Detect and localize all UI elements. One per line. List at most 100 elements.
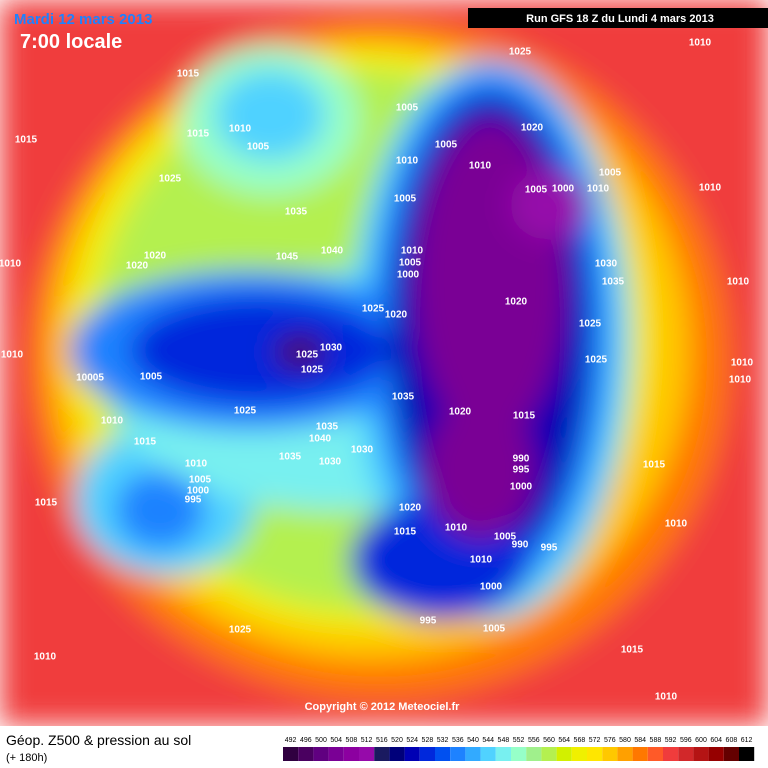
isobar-label: 1020	[385, 310, 408, 321]
colorbar-swatch	[632, 747, 648, 761]
height-field	[0, 0, 768, 726]
isobar-label: 1005	[435, 140, 458, 151]
isobar-label: 1000	[510, 482, 533, 493]
isobar-label: 1015	[513, 411, 536, 422]
isobar-label: 1030	[595, 259, 618, 270]
colorbar-label: 568	[574, 737, 586, 744]
isobar-label: 1005	[189, 475, 212, 486]
colorbar-swatch	[663, 747, 679, 761]
colorbar-label: 612	[741, 737, 753, 744]
isobar-label: 1010	[34, 652, 57, 663]
isobar-label: 1010	[699, 183, 722, 194]
isobar-label: 1015	[621, 645, 644, 656]
colorbar-label: 552	[513, 737, 525, 744]
colorbar-label: 580	[619, 737, 631, 744]
colorbar-label: 496	[300, 737, 312, 744]
colorbar-label: 524	[406, 737, 418, 744]
isobar-label: 1010	[655, 692, 678, 703]
isobar-label: 1020	[144, 251, 167, 262]
colorbar-label: 560	[543, 737, 555, 744]
isobar-label: 1005	[599, 168, 622, 179]
isobar-label: 1015	[134, 437, 157, 448]
colorbar-swatch	[435, 747, 451, 761]
colorbar-label: 536	[452, 737, 464, 744]
colorbar-swatch	[328, 747, 344, 761]
colorbar-swatch	[359, 747, 375, 761]
isobar-label: 1000	[187, 486, 210, 497]
isobar-label: 1025	[159, 174, 182, 185]
isobar-label: 1020	[521, 123, 544, 134]
isobar-label: 1015	[643, 460, 666, 471]
isobar-label: 1005	[525, 185, 548, 196]
colorbar-swatch	[389, 747, 405, 761]
colorbar-label: 520	[391, 737, 403, 744]
isobar-label: 1005	[247, 142, 270, 153]
colorbar-label: 584	[634, 737, 646, 744]
colorbar-swatch	[617, 747, 633, 761]
colorbar-swatch	[283, 747, 299, 761]
colorbar-label: 500	[315, 737, 327, 744]
run-banner	[468, 8, 768, 28]
isobar-label: 1040	[309, 434, 332, 445]
isobar-labels: 1010 1025 1015 1010 1015 1005 1015 1025 1005 1005…	[0, 38, 754, 703]
colorbar-swatch	[602, 747, 618, 761]
colorbar-swatch	[647, 747, 663, 761]
isobar-label: 1010	[0, 259, 22, 270]
isobar-label: 1015	[187, 129, 210, 140]
colorbar-swatch	[465, 747, 481, 761]
isobar-label: 1020	[449, 407, 472, 418]
isobar-label: 1010	[470, 555, 493, 566]
isobar-label: 1010	[445, 523, 468, 534]
colorbar-label: 576	[604, 737, 616, 744]
colorbar-swatch	[556, 747, 572, 761]
colorbar-swatch	[480, 747, 496, 761]
colorbar-swatch	[678, 747, 694, 761]
colorbar-label: 492	[285, 737, 297, 744]
isobar-label: 1020	[126, 261, 149, 272]
isobar-label: 995	[541, 543, 558, 554]
isobar-label: 1000	[397, 270, 420, 281]
colorbar-swatch	[708, 747, 724, 761]
colorbar-label: 564	[558, 737, 570, 744]
isobar-label: 1010	[229, 124, 252, 135]
colorbar: 492 496 500 504 508 512 516 520 524 528 532 536 540 5…	[283, 737, 755, 761]
isobar-label: 1025	[229, 625, 252, 636]
isobar-label: 1000	[552, 184, 575, 195]
isobar-label: 995	[420, 616, 437, 627]
colorbar-swatch	[313, 747, 329, 761]
isobar-label: 1005	[394, 194, 417, 205]
isobar-label: 1005	[483, 624, 506, 635]
colorbar-label: 592	[665, 737, 677, 744]
isobar-label: 1015	[394, 527, 417, 538]
colorbar-swatch	[404, 747, 420, 761]
isobar-label: 990	[512, 540, 529, 551]
colorbar-label: 556	[528, 737, 540, 744]
isobar-label: 995	[513, 465, 530, 476]
isobar-label: 1025	[579, 319, 602, 330]
isobar-label: 1025	[234, 406, 257, 417]
isobar-label: 1010	[587, 184, 610, 195]
isobar-label: 1030	[319, 457, 342, 468]
footer-title: Géop. Z500 & pression au sol	[6, 732, 191, 748]
isobar-label: 1035	[316, 422, 339, 433]
isobar-label: 1010	[469, 161, 492, 172]
isobar-label: 1005	[140, 372, 163, 383]
colorbar-label: 528	[422, 737, 434, 744]
colorbar-label: 600	[695, 737, 707, 744]
isobar-label: 1030	[320, 343, 343, 354]
isobar-label: 1010	[729, 375, 752, 386]
isobar-label: 1045	[276, 252, 299, 263]
colorbar-swatch	[374, 747, 390, 761]
isobar-label: 1010	[731, 358, 754, 369]
isobar-label: 1025	[509, 47, 532, 58]
isobar-label: 1020	[399, 503, 422, 514]
isobar-label: 1035	[285, 207, 308, 218]
valid-date: Mardi 12 mars 2013	[14, 11, 152, 28]
isobar-label: 10005	[76, 373, 104, 384]
isobar-label: 1025	[362, 304, 385, 315]
colorbar-label: 508	[346, 737, 358, 744]
isobar-label: 1010	[101, 416, 124, 427]
isobar-label: 1015	[177, 69, 200, 80]
